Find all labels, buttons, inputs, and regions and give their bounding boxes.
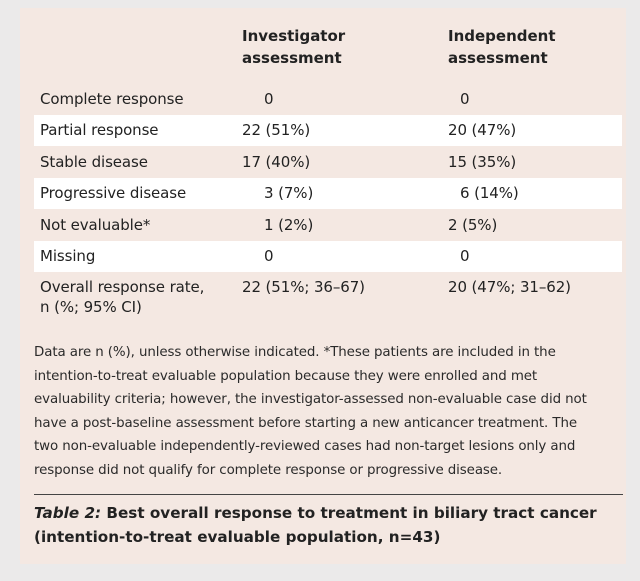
row-label: Progressive disease <box>34 177 242 209</box>
row-independent-value: 15 (35%) <box>448 152 517 171</box>
table-row: Progressive disease 3 (7%) 6 (14%) <box>34 177 622 209</box>
table-row: Complete response 0 0 <box>34 83 622 115</box>
row-label: Stable disease <box>40 152 148 171</box>
row-investigator-value: 0 <box>242 240 448 272</box>
row-investigator-value: 17 (40%) <box>242 152 311 171</box>
response-table: Investigator assessment Independent asse… <box>34 8 622 331</box>
row-independent-value: 20 (47%) <box>448 114 622 146</box>
table-row: Stable disease 17 (40%) 15 (35%) <box>34 146 622 178</box>
header-label <box>34 8 242 83</box>
row-investigator-value: 0 <box>264 89 274 108</box>
header-independent-line1: Independent <box>448 27 556 45</box>
table-row: Overall response rate, n (%; 95% CI) 22 … <box>34 272 622 331</box>
row-independent-value: 6 (14%) <box>448 177 622 209</box>
table-row: Partial response 22 (51%) 20 (47%) <box>34 114 622 146</box>
row-investigator-value: 1 (2%) <box>264 215 314 234</box>
row-independent-value: 2 (5%) <box>448 215 498 234</box>
table-row: Not evaluable* 1 (2%) 2 (5%) <box>34 209 622 241</box>
row-label: Not evaluable* <box>40 215 151 234</box>
table-footnote: Data are n (%), unless otherwise indicat… <box>34 345 587 478</box>
row-label: Complete response <box>40 89 184 108</box>
row-investigator-value: 22 (51%; 36–67) <box>242 278 365 296</box>
row-independent-value: 20 (47%; 31–62) <box>448 278 571 296</box>
table-row: Missing 0 0 <box>34 240 622 272</box>
header-investigator: Investigator assessment <box>242 8 448 83</box>
row-label-line1: Overall response rate, <box>40 278 205 296</box>
header-independent: Independent assessment <box>448 8 622 83</box>
caption-reference: Table 2: <box>34 504 102 522</box>
row-independent-value: 0 <box>460 89 470 108</box>
header-investigator-line1: Investigator <box>242 27 346 45</box>
table-caption: Table 2: Best overall response to treatm… <box>34 501 614 549</box>
header-independent-line2: assessment <box>448 49 548 67</box>
row-label: Overall response rate, n (%; 95% CI) <box>34 272 242 331</box>
row-investigator-value: 22 (51%) <box>242 114 448 146</box>
row-investigator-value: 3 (7%) <box>242 177 448 209</box>
document-page: Investigator assessment Independent asse… <box>20 8 626 564</box>
header-investigator-line2: assessment <box>242 49 342 67</box>
caption-text: Best overall response to treatment in bi… <box>34 504 597 546</box>
row-label-line2: n (%; 95% CI) <box>40 298 142 316</box>
table-header-row: Investigator assessment Independent asse… <box>34 8 622 83</box>
row-label: Missing <box>34 240 242 272</box>
caption-divider <box>34 494 623 495</box>
row-label: Partial response <box>34 114 242 146</box>
row-independent-value: 0 <box>448 240 622 272</box>
